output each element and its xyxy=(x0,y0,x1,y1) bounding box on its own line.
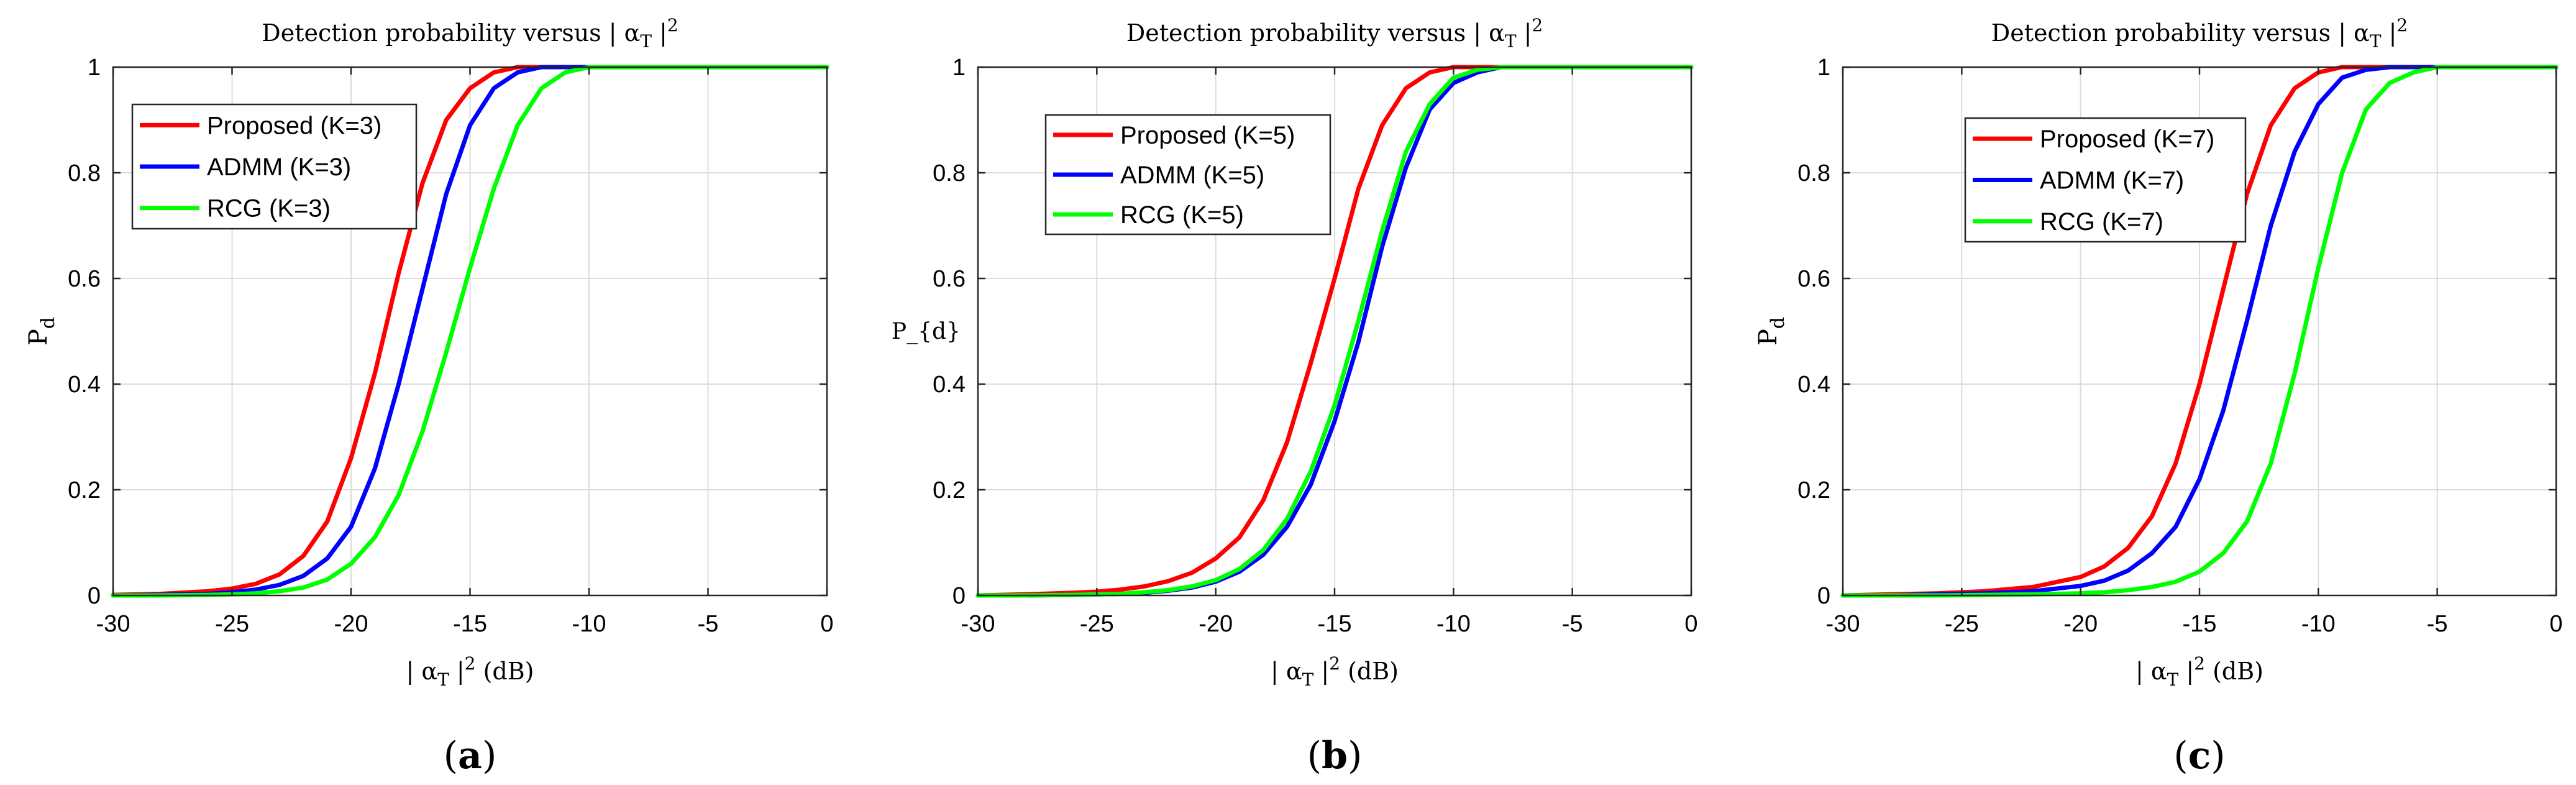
legend-label-1: Proposed (K=3) xyxy=(207,112,381,139)
y-tick-label: 0 xyxy=(1817,583,1830,609)
x-axis-label: | αT |2 (dB) xyxy=(1271,653,1399,690)
y-tick-label: 0.4 xyxy=(933,372,966,398)
x-tick-label: -25 xyxy=(1080,611,1114,637)
chart-title: Detection probability versus | αT |2 xyxy=(1991,15,2408,52)
x-tick-label: -15 xyxy=(1318,611,1352,637)
x-tick-label: -10 xyxy=(2301,611,2336,637)
chart-title: Detection probability versus | αT |2 xyxy=(262,15,678,52)
y-tick-label: 1 xyxy=(1817,55,1830,81)
x-tick-label: 0 xyxy=(2549,611,2562,637)
x-tick-label: -15 xyxy=(2183,611,2217,637)
x-tick-label: -20 xyxy=(334,611,368,637)
y-tick-label: 0.6 xyxy=(933,266,966,292)
chart-panel-3: -30 -25 -20 -15 -10 -5 0 0 0.2 0.4 0.6 0.8 1 Detectio… xyxy=(1754,15,2563,778)
x-tick-label: -30 xyxy=(1826,611,1860,637)
legend-label-3: RCG (K=7) xyxy=(2040,208,2163,236)
y-axis-label: Pd xyxy=(1754,317,1789,346)
y-tick-label: 0 xyxy=(952,583,966,609)
legend-label-2: ADMM (K=3) xyxy=(207,154,351,181)
y-tick-label: 0.2 xyxy=(933,477,966,503)
x-tick-label: -20 xyxy=(2063,611,2098,637)
y-tick-label: 0.8 xyxy=(68,160,101,186)
x-tick-label: -25 xyxy=(215,611,249,637)
y-tick-label: 1 xyxy=(88,55,101,81)
x-tick-label: -10 xyxy=(572,611,606,637)
legend-label-3: RCG (K=5) xyxy=(1120,201,1244,229)
panel-label: (c) xyxy=(2173,734,2225,778)
x-tick-label: -5 xyxy=(2427,611,2448,637)
chart-title: Detection probability versus | αT |2 xyxy=(1126,15,1543,52)
x-axis-label: | αT |2 (dB) xyxy=(406,653,534,690)
x-axis-label: | αT |2 (dB) xyxy=(2135,653,2263,690)
y-tick-label: 0.2 xyxy=(1797,477,1830,503)
x-tick-label: -5 xyxy=(1562,611,1583,637)
x-tick-label: -20 xyxy=(1199,611,1233,637)
y-tick-label: 0.4 xyxy=(68,372,101,398)
y-tick-label: 0 xyxy=(88,583,101,609)
y-tick-label: 0.8 xyxy=(933,160,966,186)
panel-label: (b) xyxy=(1307,734,1363,778)
legend-label-1: Proposed (K=7) xyxy=(2040,126,2214,153)
chart-panel-2: -30 -25 -20 -15 -10 -5 0 0 0.2 0.4 0.6 0.8 1 Detectio… xyxy=(892,15,1698,778)
x-tick-label: -15 xyxy=(453,611,487,637)
legend: Proposed (K=3) ADMM (K=3) RCG (K=3) xyxy=(131,103,418,230)
legend-label-2: ADMM (K=7) xyxy=(2040,167,2184,195)
x-tick-label: 0 xyxy=(1684,611,1697,637)
x-tick-label: -10 xyxy=(1436,611,1471,637)
y-tick-label: 0.6 xyxy=(68,266,101,292)
y-tick-label: 0.2 xyxy=(68,477,101,503)
x-tick-label: -30 xyxy=(96,611,130,637)
x-tick-label: 0 xyxy=(820,611,833,637)
x-tick-label: -25 xyxy=(1945,611,1979,637)
x-tick-label: -30 xyxy=(961,611,995,637)
y-axis-label: Pd xyxy=(24,317,59,346)
y-tick-label: 0.6 xyxy=(1797,266,1830,292)
panel-label: (a) xyxy=(444,734,497,778)
y-tick-label: 0.8 xyxy=(1797,160,1830,186)
series-line-3 xyxy=(1840,65,2559,598)
legend: Proposed (K=5) ADMM (K=5) RCG (K=5) xyxy=(1044,114,1331,236)
legend: Proposed (K=7) ADMM (K=7) RCG (K=7) xyxy=(1964,117,2247,243)
y-axis-label: P_{d} xyxy=(892,319,961,344)
legend-label-1: Proposed (K=5) xyxy=(1120,122,1295,149)
legend-label-3: RCG (K=3) xyxy=(207,195,331,223)
y-tick-label: 0.4 xyxy=(1797,372,1830,398)
y-tick-label: 1 xyxy=(952,55,966,81)
chart-panel-1: -30 -25 -20 -15 -10 -5 0 0 0.2 0.4 0.6 0.8 1 Detectio… xyxy=(24,15,834,778)
x-tick-label: -5 xyxy=(698,611,719,637)
legend-label-2: ADMM (K=5) xyxy=(1120,162,1264,189)
